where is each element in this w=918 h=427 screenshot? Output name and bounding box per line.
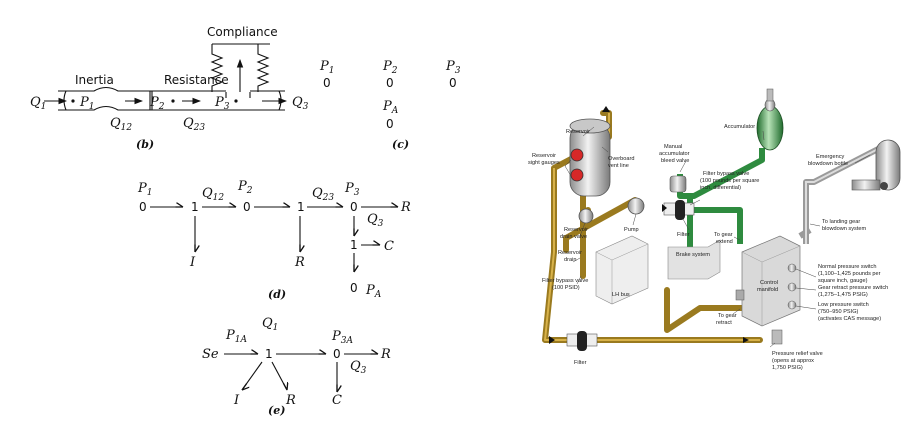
compliance-label: Compliance — [207, 25, 278, 39]
svg-text:Filter bypass valve(100 pounds: Filter bypass valve (100 pounds per squar… — [700, 171, 759, 191]
figure-c: P1 P2 P3 0 0 0 PA 0 (c) — [319, 59, 461, 151]
svg-text:R: R — [285, 393, 296, 408]
svg-text:Accumulator: Accumulator — [724, 124, 755, 130]
pipe-bottom — [58, 105, 285, 111]
svg-text:LH bus: LH bus — [612, 292, 630, 298]
svg-text:P2: P2 — [382, 59, 398, 76]
svg-text:R: R — [380, 347, 391, 362]
svg-text:Q3: Q3 — [292, 95, 309, 112]
svg-text:0: 0 — [350, 200, 358, 214]
svg-text:Pump: Pump — [624, 227, 639, 233]
svg-text:I: I — [233, 393, 240, 408]
svg-text:Filter: Filter — [574, 360, 587, 366]
svg-text:Q12: Q12 — [202, 186, 224, 203]
sight-gauge-upper — [570, 148, 584, 162]
caption-e: (e) — [268, 404, 285, 417]
svg-text:Q23: Q23 — [312, 186, 334, 203]
svg-text:Reservoir: Reservoir — [566, 129, 590, 135]
filter-bottom — [566, 331, 598, 351]
svg-text:P1: P1 — [137, 181, 152, 198]
svg-text:1: 1 — [350, 238, 358, 252]
svg-text:1: 1 — [265, 347, 273, 361]
svg-text:0: 0 — [333, 347, 341, 361]
svg-text:0: 0 — [386, 76, 394, 90]
svg-text:1: 1 — [191, 200, 199, 214]
compliance-spring — [210, 43, 270, 98]
svg-text:Gear retract pressure switch(1: Gear retract pressure switch (1,275–1,475… — [818, 285, 888, 298]
svg-text:P1: P1 — [79, 95, 94, 112]
svg-text:C: C — [332, 393, 342, 408]
emergency-lines — [798, 145, 882, 244]
caption-b: (b) — [136, 138, 154, 151]
accumulator — [756, 88, 784, 151]
svg-text:0: 0 — [386, 117, 394, 131]
svg-text:Normal pressure switch(1,100–1: Normal pressure switch (1,100–1,425 pound… — [818, 264, 881, 284]
hydraulic-labels: Reservoir Overboard vent line Reservoir si… — [528, 124, 888, 371]
svg-text:Q3: Q3 — [367, 212, 384, 229]
svg-text:P3: P3 — [445, 59, 461, 76]
svg-text:I: I — [189, 255, 196, 270]
filter-top — [663, 200, 695, 220]
svg-text:Filter bypass valve(100 PSID): Filter bypass valve (100 PSID) — [542, 278, 588, 291]
svg-text:Filter: Filter — [677, 232, 690, 238]
drain-valve — [578, 208, 594, 224]
svg-text:Brake system: Brake system — [676, 252, 710, 258]
svg-text:Pressure relief valve(opens at: Pressure relief valve (opens at approx 1,7… — [772, 351, 823, 371]
pump — [627, 197, 645, 215]
resistance-label: Resistance — [164, 73, 229, 87]
svg-text:P3: P3 — [344, 181, 360, 198]
svg-text:Q12: Q12 — [110, 116, 132, 133]
svg-text:P2: P2 — [149, 95, 165, 112]
svg-text:P1A: P1A — [225, 328, 247, 345]
svg-text:0: 0 — [350, 281, 358, 295]
svg-text:Q1: Q1 — [262, 316, 278, 333]
svg-text:0: 0 — [139, 200, 147, 214]
svg-text:Q3: Q3 — [350, 359, 367, 376]
svg-text:Q23: Q23 — [183, 116, 205, 133]
svg-text:Se: Se — [202, 347, 219, 362]
svg-text:0: 0 — [323, 76, 331, 90]
svg-text:PA: PA — [365, 283, 382, 300]
figure-e: Se P1A Q1 1 P3A 0 R Q3 I R C (e) — [202, 316, 391, 417]
svg-text:C: C — [384, 239, 394, 254]
svg-text:Q1: Q1 — [30, 95, 46, 112]
hydraulic-schematic: Reservoir Overboard vent line Reservoir si… — [528, 88, 901, 371]
svg-text:0: 0 — [449, 76, 457, 90]
svg-text:P3A: P3A — [331, 329, 353, 346]
svg-text:P1: P1 — [319, 59, 334, 76]
reservoir — [569, 118, 611, 224]
svg-text:0: 0 — [243, 200, 251, 214]
inertia-label: Inertia — [75, 73, 114, 87]
lh-bus-box — [595, 235, 649, 305]
figure-d: P1 P2 P3 Q12 Q23 0 1 0 1 0 R Q3 I R 1 C … — [137, 179, 411, 301]
manual-bleed-valve — [669, 175, 687, 193]
caption-d: (d) — [268, 288, 286, 301]
sight-gauge-lower — [570, 168, 584, 182]
figure-b: Compliance Inertia Resistance Q1 P1 P2 P… — [30, 25, 309, 151]
svg-text:R: R — [400, 200, 411, 215]
caption-c: (c) — [392, 138, 409, 151]
svg-text:P3: P3 — [214, 95, 230, 112]
pipe-top — [58, 86, 285, 92]
svg-text:P2: P2 — [237, 179, 253, 196]
svg-text:R: R — [294, 255, 305, 270]
brake-system-box — [667, 239, 721, 280]
emergency-bottle — [851, 139, 901, 191]
svg-text:PA: PA — [382, 99, 399, 116]
svg-text:Low pressure switch(750–950 PS: Low pressure switch (750–950 PSIG) (activa… — [818, 302, 881, 322]
pressure-relief-valve — [771, 329, 783, 345]
control-manifold — [735, 235, 801, 327]
svg-text:1: 1 — [297, 200, 305, 214]
